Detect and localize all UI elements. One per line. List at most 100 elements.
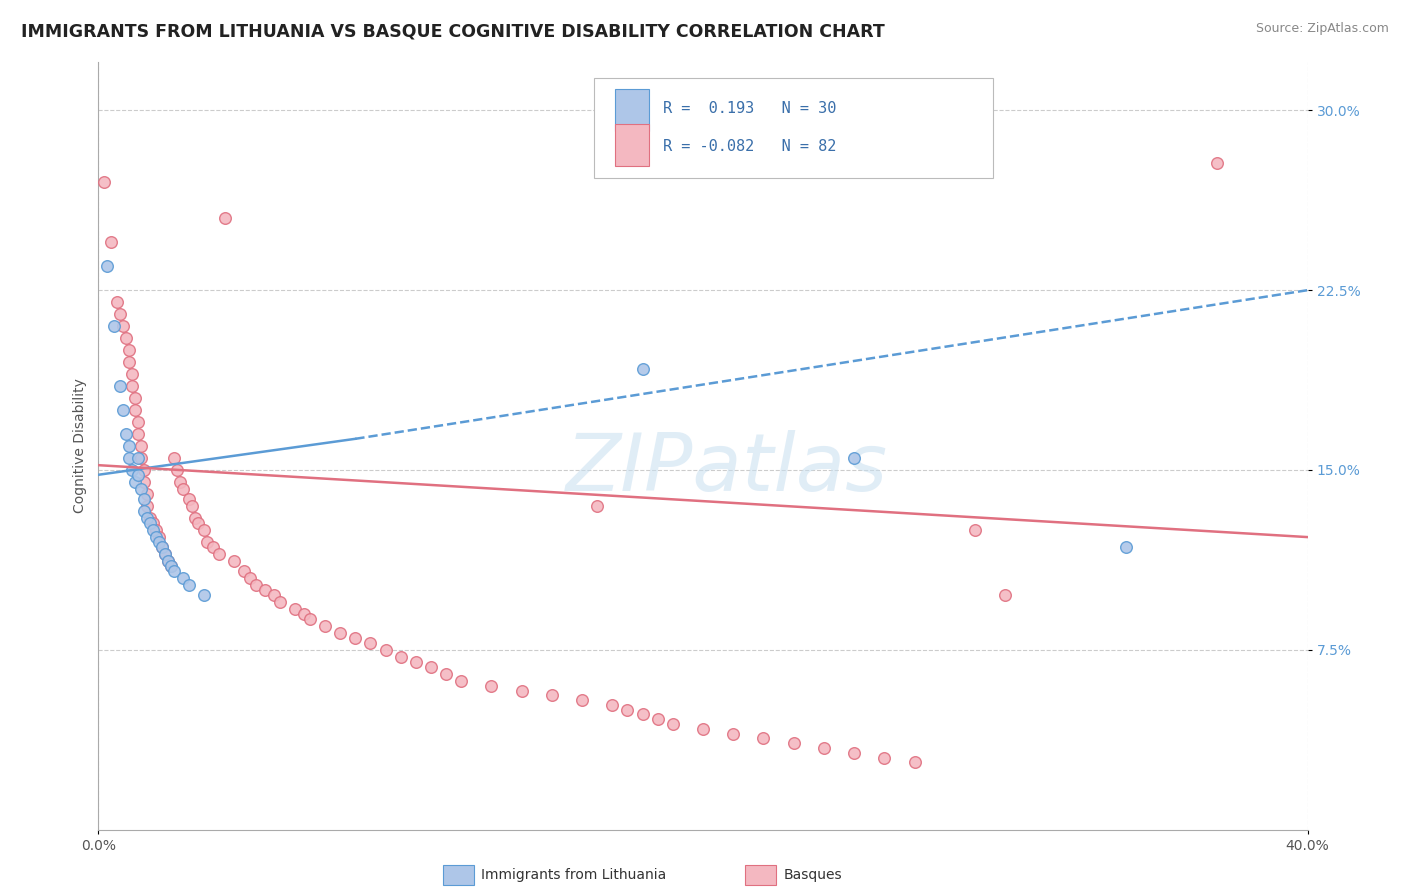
Point — [139, 516, 162, 530]
Point — [132, 491, 155, 506]
Point — [118, 439, 141, 453]
Point — [127, 450, 149, 465]
Point — [127, 415, 149, 429]
Point — [269, 595, 291, 609]
Point — [179, 491, 201, 506]
Point — [145, 523, 167, 537]
Point — [153, 547, 176, 561]
Point — [844, 450, 866, 465]
Point — [292, 607, 315, 621]
Y-axis label: Cognitive Disability: Cognitive Disability — [73, 378, 87, 514]
Point — [142, 523, 165, 537]
Point — [105, 295, 128, 310]
Point — [100, 235, 122, 250]
Point — [813, 741, 835, 756]
Point — [661, 717, 683, 731]
Point — [299, 612, 322, 626]
Point — [245, 578, 267, 592]
Point — [360, 635, 382, 649]
Point — [163, 450, 186, 465]
Point — [193, 588, 215, 602]
Point — [172, 482, 194, 496]
Point — [169, 475, 191, 489]
Point — [135, 487, 157, 501]
Point — [181, 499, 204, 513]
Point — [139, 511, 162, 525]
Point — [202, 540, 225, 554]
Point — [103, 319, 125, 334]
Point — [232, 564, 254, 578]
Point — [153, 547, 176, 561]
Point — [314, 619, 336, 633]
Point — [214, 211, 236, 226]
Point — [160, 558, 183, 573]
Point — [844, 746, 866, 760]
Point — [160, 558, 183, 573]
Point — [723, 726, 745, 740]
Point — [752, 731, 775, 746]
Point — [150, 540, 173, 554]
Point — [179, 578, 201, 592]
Point — [111, 403, 134, 417]
Point — [93, 175, 115, 189]
Point — [195, 535, 218, 549]
Point — [1115, 540, 1137, 554]
Text: Source: ZipAtlas.com: Source: ZipAtlas.com — [1256, 22, 1389, 36]
Point — [121, 379, 143, 393]
Point — [111, 319, 134, 334]
Text: IMMIGRANTS FROM LITHUANIA VS BASQUE COGNITIVE DISABILITY CORRELATION CHART: IMMIGRANTS FROM LITHUANIA VS BASQUE COGN… — [21, 22, 884, 40]
Point — [124, 391, 146, 405]
Point — [142, 516, 165, 530]
Point — [965, 523, 987, 537]
Point — [96, 259, 118, 273]
Point — [631, 707, 654, 722]
Point — [108, 379, 131, 393]
Point — [114, 427, 136, 442]
Point — [148, 535, 170, 549]
Point — [172, 571, 194, 585]
Point — [344, 631, 367, 645]
Point — [405, 655, 427, 669]
Point — [284, 602, 307, 616]
Point — [374, 642, 396, 657]
Point — [184, 511, 207, 525]
Point — [114, 331, 136, 345]
Point — [420, 659, 443, 673]
Point — [540, 689, 562, 703]
Point — [129, 450, 152, 465]
Point — [121, 367, 143, 381]
Point — [187, 516, 209, 530]
Point — [132, 475, 155, 489]
Point — [616, 703, 638, 717]
Point — [450, 673, 472, 688]
Point — [873, 750, 896, 764]
Point — [124, 475, 146, 489]
Bar — [614, 124, 648, 166]
Point — [510, 683, 533, 698]
Point — [193, 523, 215, 537]
Point — [148, 530, 170, 544]
Point — [127, 467, 149, 482]
Point — [124, 403, 146, 417]
Point — [783, 736, 806, 750]
Point — [631, 362, 654, 376]
FancyBboxPatch shape — [595, 78, 993, 178]
Point — [389, 649, 412, 664]
Point — [135, 499, 157, 513]
Point — [253, 582, 276, 597]
Point — [602, 698, 624, 712]
Point — [1206, 156, 1229, 170]
Point — [118, 355, 141, 369]
Point — [108, 307, 131, 321]
Text: R = -0.082   N = 82: R = -0.082 N = 82 — [664, 139, 837, 154]
Point — [118, 343, 141, 357]
Point — [166, 463, 188, 477]
Point — [239, 571, 262, 585]
Point — [150, 540, 173, 554]
Text: Immigrants from Lithuania: Immigrants from Lithuania — [481, 868, 666, 882]
Point — [692, 722, 714, 736]
Point — [156, 554, 179, 568]
Point — [994, 588, 1017, 602]
Point — [571, 693, 593, 707]
Bar — [614, 89, 648, 131]
